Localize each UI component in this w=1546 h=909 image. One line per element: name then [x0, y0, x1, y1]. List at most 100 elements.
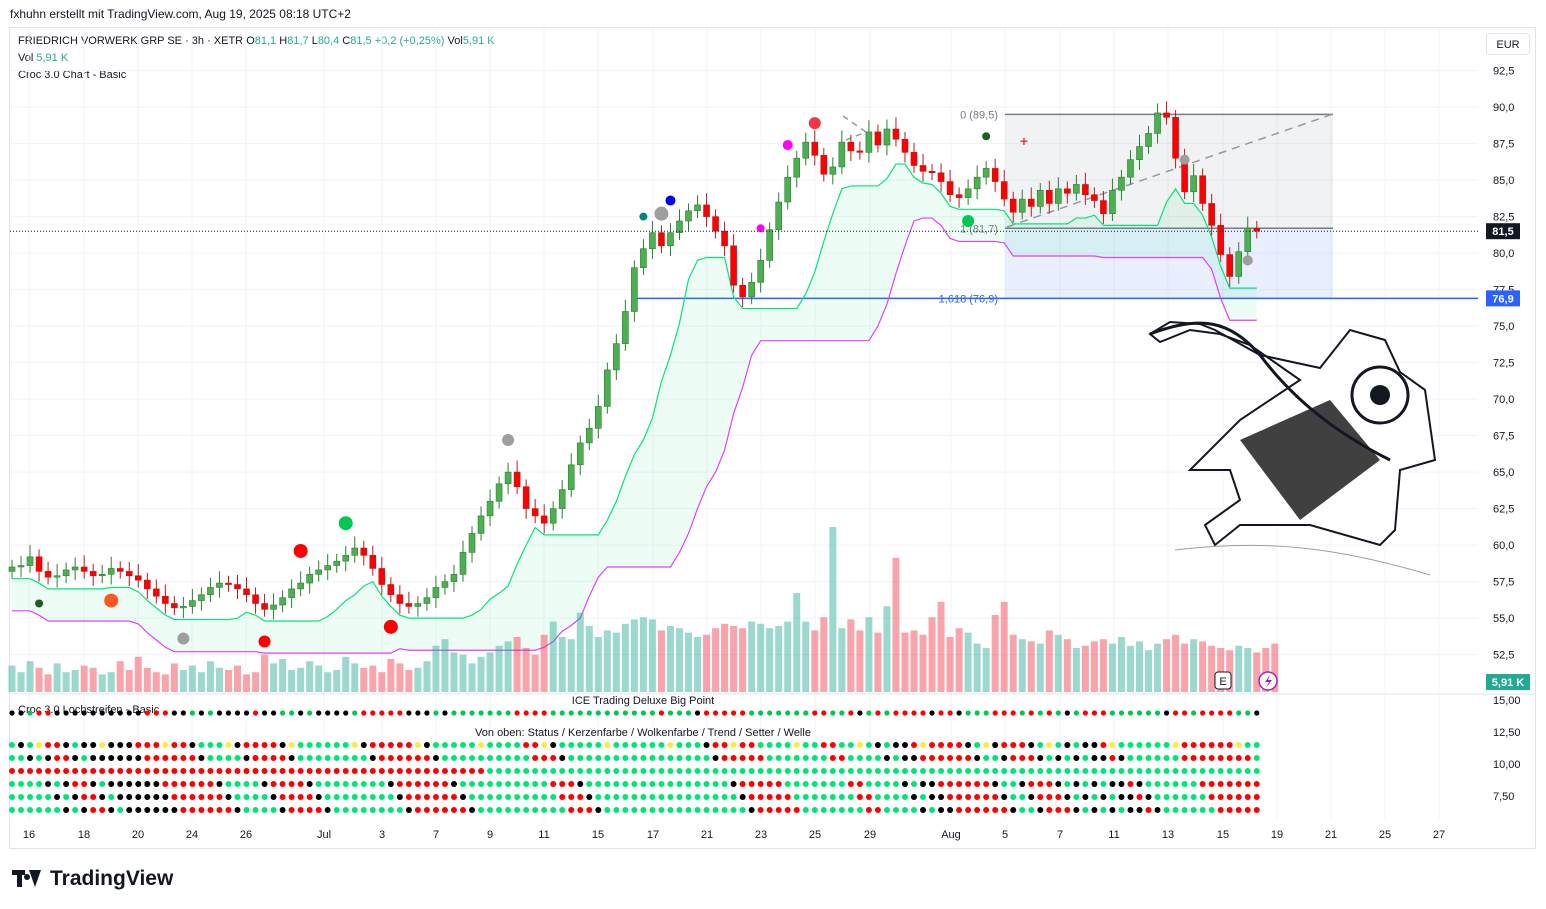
candle-body — [649, 232, 656, 250]
bigpoint-dot — [929, 710, 935, 716]
status-dot — [1082, 768, 1089, 774]
status-dot — [631, 755, 638, 761]
y-tick-label: 60,0 — [1493, 540, 1514, 552]
status-dot — [1208, 742, 1215, 748]
status-dot — [324, 794, 331, 800]
status-dot — [883, 794, 890, 800]
status-dot — [784, 742, 791, 748]
status-dot — [550, 768, 557, 774]
status-dot — [541, 755, 548, 761]
status-dot — [90, 794, 97, 800]
status-dot — [216, 807, 223, 813]
volume-bar — [657, 630, 665, 692]
status-dot — [911, 807, 917, 813]
status-dot — [938, 768, 945, 774]
bigpoint-dot — [830, 710, 836, 716]
status-dot — [1253, 781, 1260, 787]
candle-body — [495, 483, 503, 502]
volume-bar — [811, 630, 819, 692]
status-dot — [1244, 794, 1251, 800]
status-dot — [874, 755, 881, 761]
status-dot — [775, 781, 782, 787]
status-dot — [685, 768, 692, 774]
volume-bar — [288, 670, 296, 692]
currency-button[interactable]: EUR — [1486, 33, 1530, 55]
status-dot — [586, 742, 593, 748]
bigpoint-dot — [261, 710, 268, 716]
status-dot — [189, 768, 196, 774]
status-dot — [1100, 742, 1107, 748]
pattern-line-dashed — [842, 115, 868, 141]
candle-body — [432, 587, 440, 598]
tradingview-brand[interactable]: TradingView — [12, 867, 173, 891]
status-dot — [874, 768, 881, 774]
status-dot — [784, 781, 791, 787]
status-dot — [324, 755, 331, 761]
status-dot — [577, 742, 584, 748]
status-dot — [496, 794, 503, 800]
volume-bar — [594, 637, 602, 692]
volume-bar — [721, 623, 729, 692]
legend-symbol[interactable]: FRIEDRICH VORWERK GRP SE · 3h · XETR — [18, 35, 244, 47]
status-dot — [396, 794, 403, 800]
status-dot — [1181, 807, 1188, 813]
status-dot — [802, 781, 809, 787]
status-dot — [1253, 768, 1260, 774]
candle-body — [279, 597, 286, 606]
status-dot — [478, 768, 485, 774]
status-dot — [1019, 755, 1026, 761]
volume-bar — [712, 628, 720, 692]
status-dot — [1208, 781, 1215, 787]
volume-bar — [261, 654, 269, 692]
status-dot — [730, 794, 737, 800]
status-dot — [1118, 768, 1125, 774]
status-dot — [324, 807, 331, 813]
status-dot — [189, 807, 196, 813]
status-dot — [820, 742, 827, 748]
status-dot — [288, 807, 295, 813]
volume-bar — [234, 665, 241, 692]
volume-bar — [856, 630, 864, 692]
status-dot — [920, 794, 927, 800]
status-dot — [757, 794, 764, 800]
status-dot — [414, 742, 421, 748]
status-dot — [342, 768, 349, 774]
status-dot — [45, 755, 52, 761]
status-dot — [45, 794, 52, 800]
status-dot — [1046, 755, 1053, 761]
bigpoint-dot — [911, 710, 917, 716]
status-dot — [279, 794, 286, 800]
volume-bar — [188, 665, 196, 692]
candle-body — [1217, 225, 1224, 255]
legend-indicator[interactable]: Croc 3.0 Chart - Basic — [18, 69, 126, 81]
status-dot — [261, 794, 268, 800]
status-dot — [18, 807, 25, 813]
status-dot — [270, 742, 277, 748]
status-dot — [1136, 768, 1143, 774]
status-dot — [838, 755, 845, 761]
bigpoint-dot — [90, 710, 96, 716]
status-dot — [1118, 755, 1125, 761]
status-dot — [342, 807, 349, 813]
status-dot — [333, 742, 340, 748]
status-dot — [920, 768, 927, 774]
brand-text: TradingView — [50, 867, 174, 890]
status-dot — [505, 755, 512, 761]
candle-body — [252, 594, 259, 604]
status-dot — [1001, 794, 1008, 800]
status-dot — [739, 781, 746, 787]
x-tick-label: 25 — [809, 829, 821, 841]
bigpoint-dot — [839, 710, 845, 716]
status-dot — [460, 794, 466, 800]
status-dot — [54, 755, 61, 761]
status-dot — [676, 794, 683, 800]
status-dot — [1064, 755, 1071, 761]
volume-bar — [865, 617, 873, 692]
status-dot — [144, 768, 151, 774]
status-dot — [153, 742, 160, 748]
candle-body — [1172, 117, 1179, 159]
status-dot — [378, 742, 385, 748]
bigpoint-dot — [198, 710, 205, 716]
status-dot — [225, 768, 232, 774]
